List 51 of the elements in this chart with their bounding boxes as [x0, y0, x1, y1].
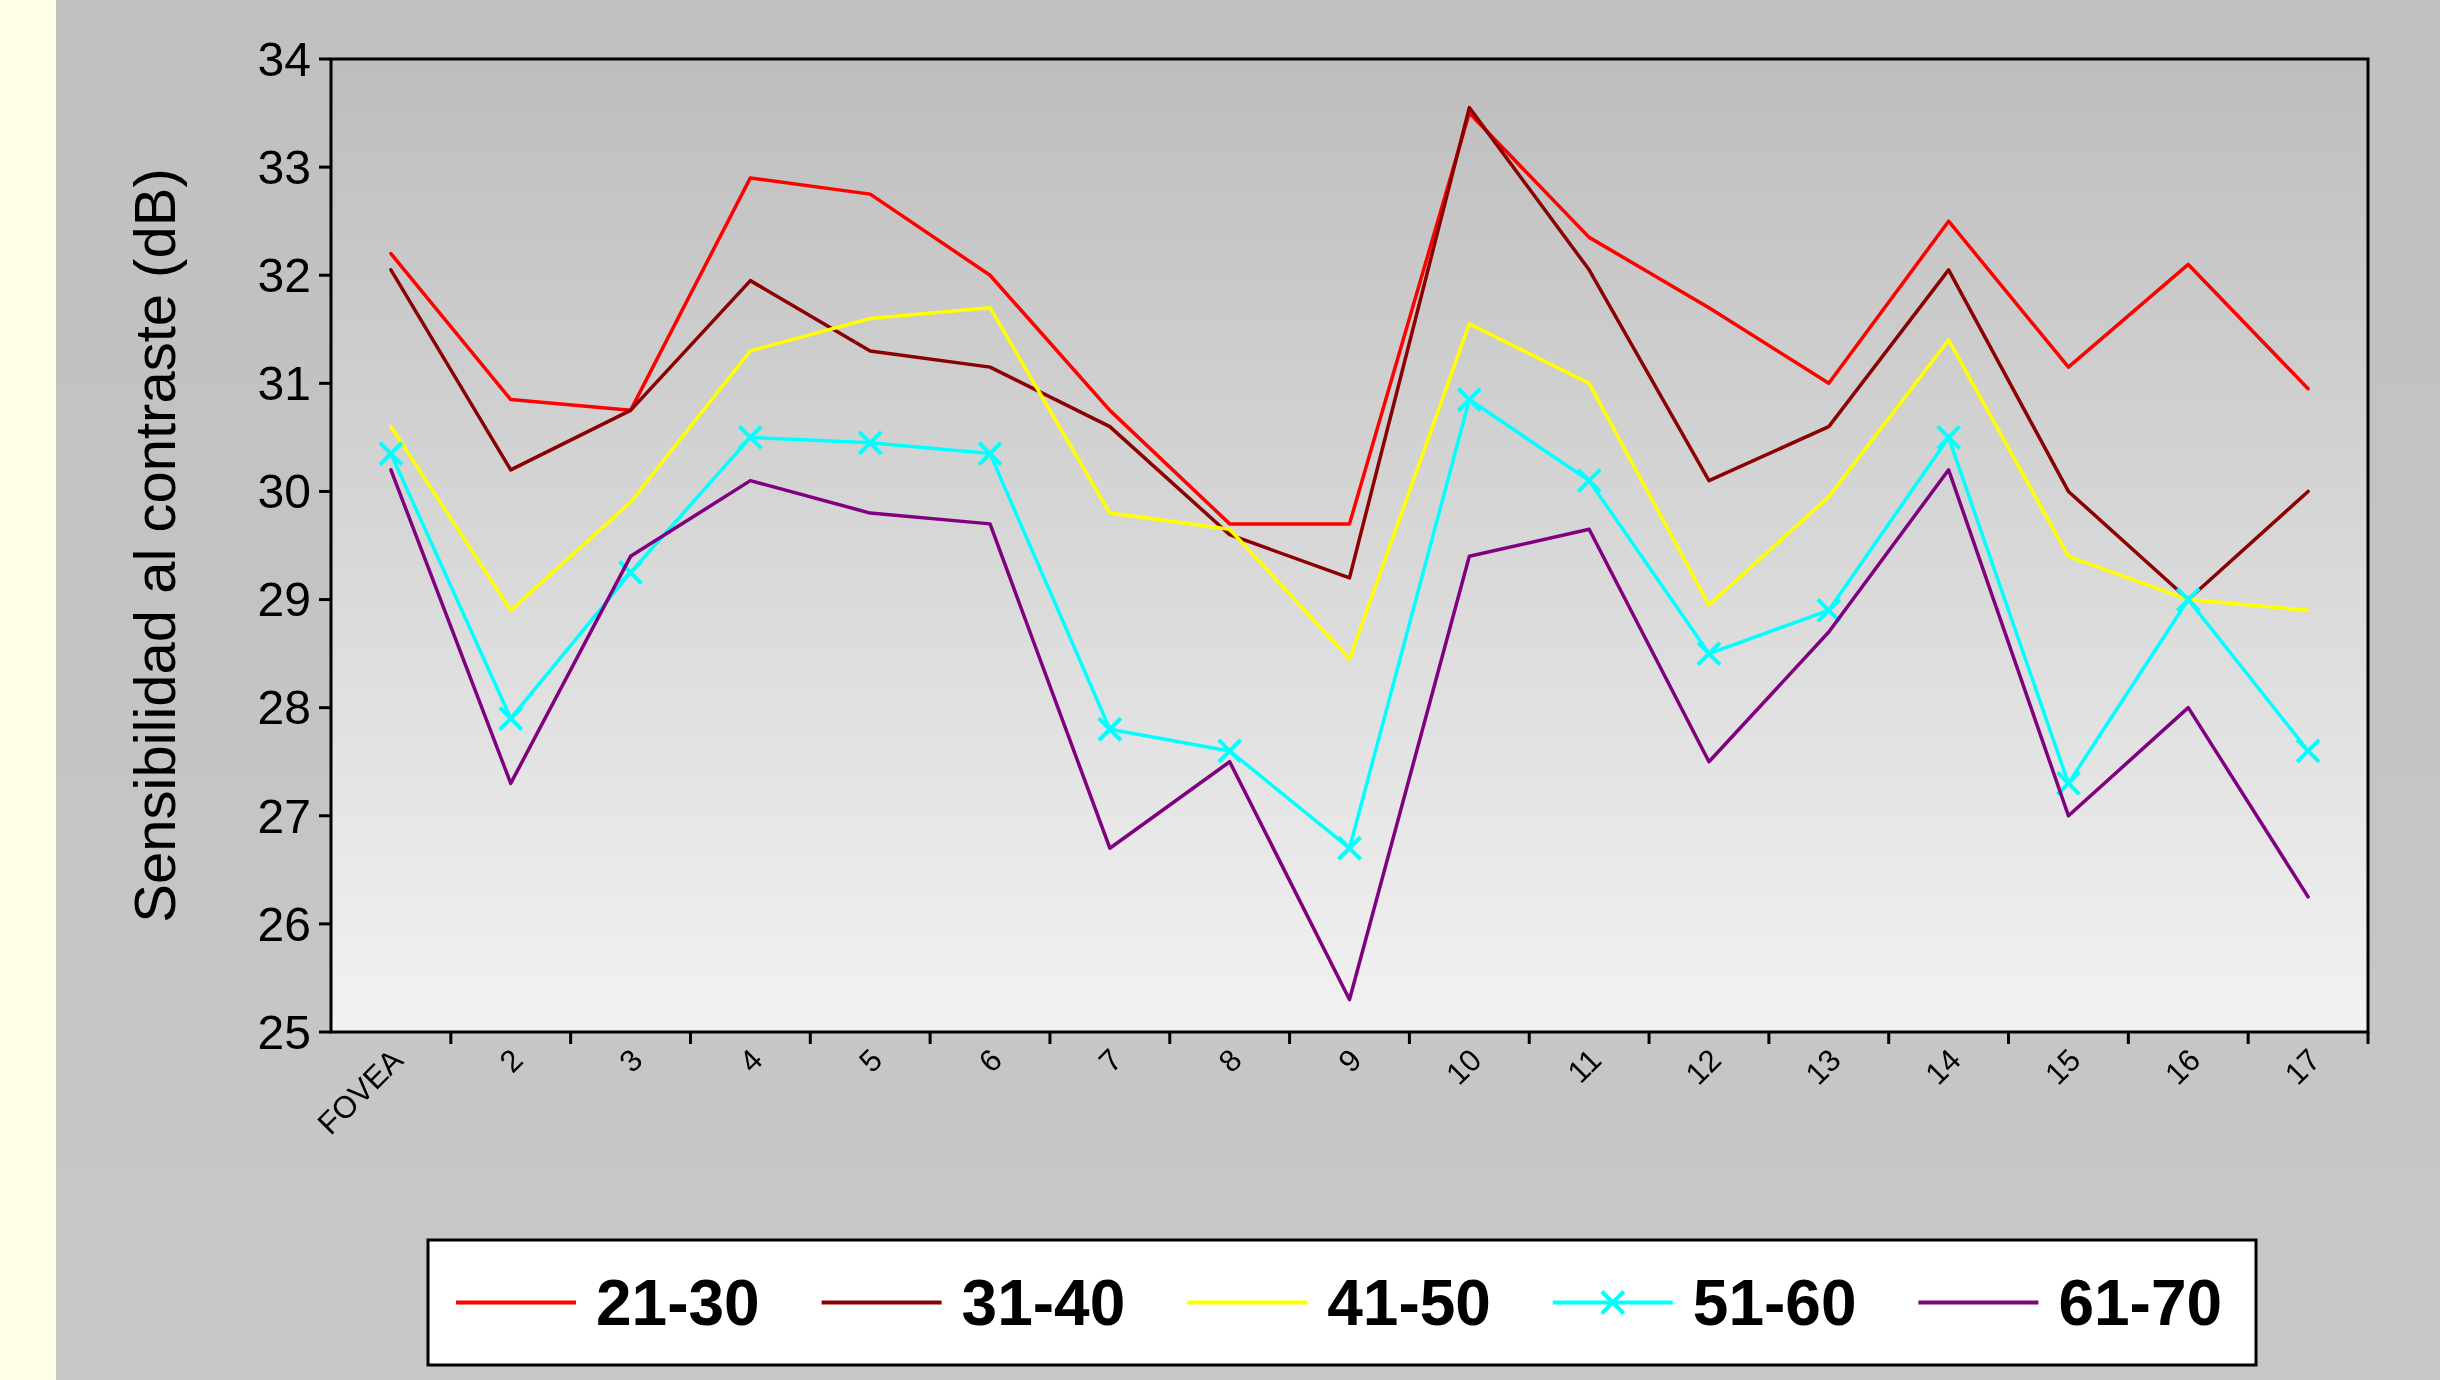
y-tick-label: 29: [257, 573, 311, 627]
y-tick-label: 30: [257, 465, 311, 519]
point: [1935, 424, 1962, 451]
y-tick-label: 33: [257, 140, 311, 194]
x-tick-label: 10: [1439, 1042, 1489, 1092]
y-tick-label: 27: [257, 789, 311, 843]
y-tick-label: 34: [257, 32, 311, 86]
legend-label: 31-40: [961, 1266, 1126, 1339]
point: [1815, 597, 1842, 624]
x-tick-label: 9: [1331, 1042, 1369, 1080]
point: [2055, 770, 2082, 797]
point: [1576, 467, 1603, 494]
x-tick-label: 13: [1798, 1042, 1848, 1092]
x-tick-label: 17: [2277, 1042, 2328, 1092]
point: [1336, 835, 1363, 862]
x-tick-label: 12: [1678, 1042, 1728, 1092]
point: [377, 440, 404, 467]
legend-label: 41-50: [1327, 1266, 1491, 1339]
y-tick-label: 31: [257, 357, 311, 411]
point: [857, 429, 884, 456]
x-tick-label: 4: [732, 1042, 770, 1080]
line-series: [389, 305, 2310, 661]
point: [737, 424, 764, 451]
point: [1216, 737, 1243, 764]
line-series: [389, 468, 2310, 1002]
x-tick-label: 14: [1918, 1042, 1968, 1092]
legend-label: 51-60: [1692, 1266, 1857, 1339]
line-series: [389, 111, 2310, 526]
point: [977, 440, 1004, 467]
x-tick-label: 5: [852, 1042, 890, 1080]
x-tick-label: 16: [2158, 1042, 2208, 1092]
point: [1096, 716, 1123, 743]
y-axis-title: Sensibilidad al contraste (dB): [122, 168, 187, 923]
point: [617, 559, 644, 586]
x-tick-label: 11: [1560, 1042, 1609, 1090]
x-tick-label: 6: [972, 1042, 1009, 1080]
x-tick-label: 7: [1091, 1042, 1129, 1080]
legend-label: 61-70: [2058, 1266, 2223, 1339]
y-tick-label: 32: [257, 249, 311, 303]
legend-label: 21-30: [596, 1266, 760, 1339]
y-tick-label: 28: [257, 681, 311, 735]
point: [497, 705, 524, 732]
x-tick-label: 3: [612, 1042, 650, 1080]
point: [1695, 640, 1722, 667]
y-tick-label: 26: [257, 897, 311, 951]
point: [2295, 737, 2322, 764]
point: [1456, 386, 1483, 413]
x-tick-label: 15: [2038, 1042, 2088, 1092]
x-tick-label: 8: [1211, 1042, 1249, 1080]
x-tick-label: 2: [492, 1042, 530, 1080]
y-tick-label: 25: [257, 1005, 311, 1059]
